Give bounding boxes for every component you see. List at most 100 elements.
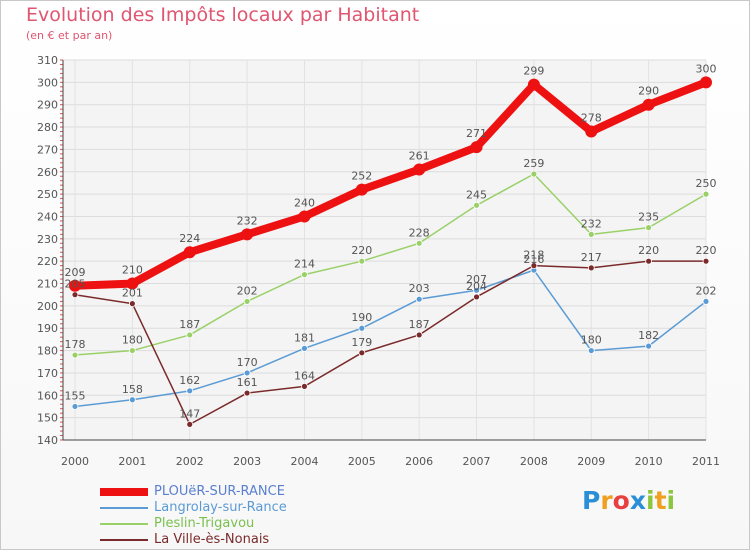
series-line: [74, 260, 707, 426]
chart-title: Evolution des Impôts locaux par Habitant: [26, 4, 420, 26]
data-point: [243, 298, 251, 305]
chart-series: [69, 76, 712, 428]
data-point: [585, 125, 598, 138]
data-label: 220: [351, 244, 372, 257]
data-point: [700, 76, 712, 89]
data-label: 205: [65, 278, 86, 291]
data-point: [473, 201, 480, 209]
data-label: 155: [65, 389, 86, 402]
data-label: 202: [696, 284, 717, 297]
x-tick-label: 2011: [692, 455, 720, 468]
legend-item-pleslin: Pleslin-Trigavou: [100, 516, 360, 532]
chart-subtitle: (en € et par an): [26, 29, 113, 42]
proxiti-logo: Proxiti: [582, 486, 675, 515]
y-tick-label: 270: [37, 143, 58, 156]
y-tick-label: 170: [37, 367, 58, 380]
chart-data-labels: 209 210 224 232 240 252 261 271 299 278 290 300 155 1…: [65, 62, 717, 420]
data-label: 204: [466, 280, 487, 293]
data-point: [587, 230, 595, 238]
legend-item-la-ville: La Ville-ès-Nonais: [100, 532, 360, 548]
logo-letter: i: [646, 486, 655, 515]
data-point: [301, 382, 308, 390]
data-point: [301, 344, 308, 352]
logo-letter: t: [654, 486, 667, 515]
logo-letter: o: [612, 486, 630, 515]
data-point: [470, 141, 483, 154]
data-label: 261: [409, 150, 430, 163]
data-point: [587, 347, 595, 354]
data-label: 180: [122, 334, 143, 347]
data-point: [415, 239, 423, 247]
data-label: 228: [409, 226, 430, 239]
logo-letter: P: [582, 486, 601, 515]
y-tick-label: 160: [37, 389, 58, 402]
data-label: 278: [581, 112, 602, 125]
chart-legend: PLOUëR-SUR-RANCE Langrolay-sur-Rance Ple…: [100, 484, 360, 548]
data-point: [241, 228, 254, 241]
data-label: 164: [294, 369, 315, 382]
data-label: 240: [294, 196, 315, 209]
data-point: [186, 420, 194, 428]
data-point: [128, 347, 136, 354]
data-point: [355, 183, 368, 196]
data-label: 259: [523, 157, 544, 170]
data-label: 161: [237, 376, 258, 389]
legend-item-langrolay: Langrolay-sur-Rance: [100, 500, 360, 516]
x-tick-label: 2008: [520, 455, 548, 468]
y-tick-label: 200: [37, 300, 58, 313]
data-label: 252: [351, 170, 372, 183]
data-point: [358, 324, 366, 332]
data-label: 217: [581, 251, 602, 264]
y-tick-label: 190: [37, 322, 58, 335]
data-point: [69, 279, 81, 292]
data-point: [71, 351, 79, 359]
legend-label-langrolay: Langrolay-sur-Rance: [154, 500, 287, 515]
legend-label-plouer: PLOUëR-SUR-RANCE: [154, 484, 285, 499]
y-tick-label: 280: [37, 121, 58, 134]
y-tick-label: 230: [37, 233, 58, 246]
y-tick-label: 300: [37, 76, 58, 89]
legend-item-plouer: PLOUëR-SUR-RANCE: [100, 484, 360, 500]
data-label: 220: [638, 244, 659, 257]
data-point: [186, 387, 194, 395]
data-point: [645, 342, 653, 350]
data-point: [702, 298, 710, 305]
series-line: [74, 269, 707, 408]
x-tick-label: 2007: [463, 455, 491, 468]
data-point: [415, 295, 423, 303]
data-label: 181: [294, 331, 315, 344]
data-label: 178: [65, 338, 86, 351]
data-label: 179: [351, 336, 372, 349]
plot-background: [63, 60, 706, 440]
data-label: 250: [696, 177, 717, 190]
data-point: [642, 98, 655, 111]
x-tick-label: 2006: [405, 455, 433, 468]
legend-label-pleslin: Pleslin-Trigavou: [154, 516, 255, 531]
data-label: 158: [122, 383, 143, 396]
data-label: 271: [466, 127, 487, 140]
data-point: [473, 293, 480, 301]
legend-swatch-langrolay: [100, 507, 148, 509]
data-label: 216: [523, 253, 544, 266]
data-label: 187: [409, 318, 430, 331]
data-label: 209: [65, 266, 86, 279]
data-label: 300: [696, 62, 717, 75]
data-label: 214: [294, 258, 315, 271]
data-point: [702, 190, 710, 198]
y-tick-label: 210: [37, 278, 58, 291]
data-label: 224: [179, 232, 200, 245]
data-point: [358, 349, 366, 357]
data-label: 210: [122, 264, 143, 277]
data-point: [243, 389, 251, 397]
series-line: [71, 78, 710, 290]
y-tick-label: 310: [37, 54, 58, 67]
data-point: [186, 331, 194, 339]
data-label: 232: [237, 214, 258, 227]
data-point: [128, 396, 136, 404]
y-tick-label: 180: [37, 345, 58, 358]
data-point: [645, 257, 653, 265]
data-label: 162: [179, 374, 200, 387]
data-point: [530, 170, 538, 178]
data-label: 290: [638, 85, 659, 98]
data-point: [126, 277, 139, 290]
